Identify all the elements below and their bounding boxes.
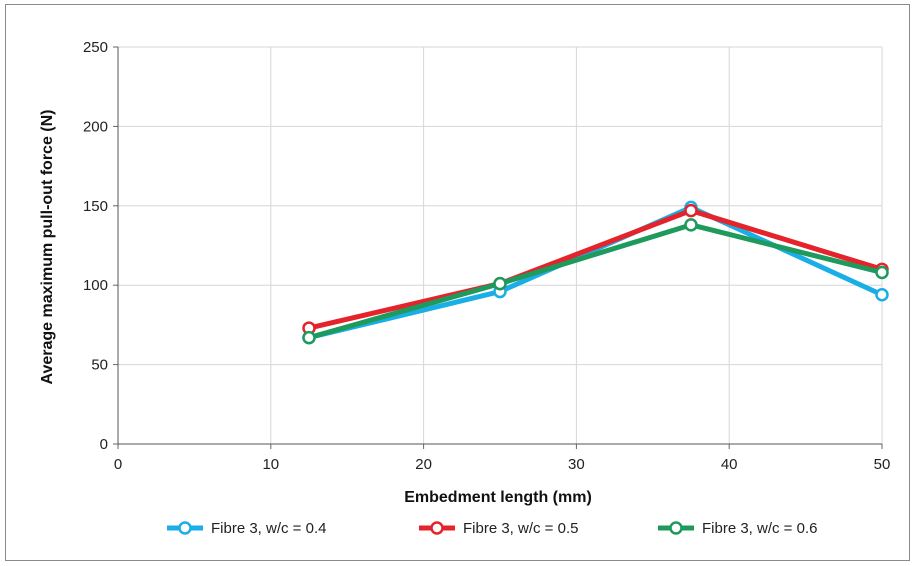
x-tick-label: 30 xyxy=(568,456,585,473)
series-line xyxy=(308,222,883,341)
series-line xyxy=(308,208,883,331)
chart-frame xyxy=(5,4,910,561)
y-tick-label: 0 xyxy=(100,436,108,453)
y-tick-label: 150 xyxy=(83,198,108,215)
data-point xyxy=(684,218,698,232)
legend-item: Fibre 3, w/c = 0.5 xyxy=(419,520,578,537)
x-tick-label: 40 xyxy=(721,456,738,473)
data-point xyxy=(302,330,316,345)
x-tick-label: 0 xyxy=(114,456,122,473)
legend-marker xyxy=(430,521,444,535)
series-layer xyxy=(302,200,889,345)
data-point xyxy=(684,203,698,218)
y-tick-labels: 0 50 100 150 200 250 xyxy=(83,39,108,453)
y-tick-label: 250 xyxy=(83,39,108,56)
data-point xyxy=(875,265,889,280)
data-point xyxy=(875,287,889,302)
legend: Fibre 3, w/c = 0.4 Fibre 3, w/c = 0.5 Fibr… xyxy=(167,520,817,537)
series-line xyxy=(308,204,884,341)
y-tick-label: 200 xyxy=(83,118,108,135)
series-3 xyxy=(302,218,889,345)
x-tick-labels: 0 10 20 30 40 50 xyxy=(114,456,891,473)
y-axis-label: Average maximum pull-out force (N) xyxy=(39,109,56,384)
series-1 xyxy=(302,200,889,345)
legend-item: Fibre 3, w/c = 0.4 xyxy=(167,520,326,537)
legend-item: Fibre 3, w/c = 0.6 xyxy=(658,520,817,537)
y-tick-label: 50 xyxy=(91,357,108,374)
y-tick-label: 100 xyxy=(83,277,108,294)
gridlines xyxy=(118,46,883,444)
legend-label: Fibre 3, w/c = 0.5 xyxy=(463,520,578,537)
x-tick-label: 20 xyxy=(415,456,432,473)
data-point xyxy=(493,276,507,291)
legend-marker xyxy=(178,521,192,535)
x-axis-label: Embedment length (mm) xyxy=(404,489,592,506)
x-tick-label: 10 xyxy=(262,456,279,473)
axes xyxy=(113,46,883,449)
legend-marker xyxy=(669,521,683,535)
legend-label: Fibre 3, w/c = 0.6 xyxy=(702,520,817,537)
legend-label: Fibre 3, w/c = 0.4 xyxy=(211,520,326,537)
x-tick-label: 50 xyxy=(874,456,891,473)
